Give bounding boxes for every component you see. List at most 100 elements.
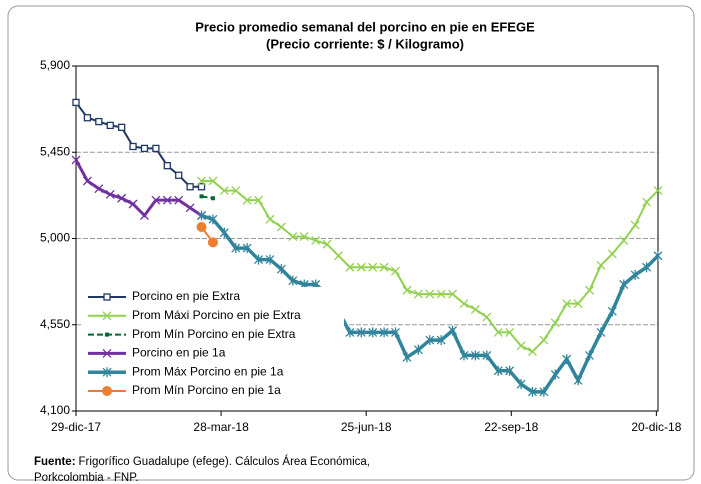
marker xyxy=(356,327,366,338)
series xyxy=(197,210,663,397)
marker xyxy=(231,186,241,196)
marker xyxy=(345,327,355,338)
marker xyxy=(516,341,526,351)
marker xyxy=(199,194,204,199)
marker xyxy=(482,312,492,322)
marker xyxy=(254,195,264,205)
marker xyxy=(630,220,640,230)
marker xyxy=(356,262,366,272)
x-tick-label: 22-sep-18 xyxy=(484,420,538,434)
marker xyxy=(265,214,275,224)
marker xyxy=(208,214,218,225)
marker xyxy=(102,367,112,378)
legend-item: Prom Mín Porcino en pie Extra xyxy=(88,327,296,341)
legend-item: Prom Mín Porcino en pie 1a xyxy=(88,383,281,397)
marker xyxy=(505,327,515,337)
marker xyxy=(311,235,321,245)
legend-label: Prom Mín Porcino en pie 1a xyxy=(132,383,281,397)
marker xyxy=(379,262,389,272)
marker xyxy=(493,365,503,376)
marker xyxy=(596,327,606,338)
x-tick-label: 20-dic-18 xyxy=(631,420,681,434)
series xyxy=(72,98,206,191)
marker xyxy=(82,176,92,186)
marker xyxy=(94,184,104,194)
marker xyxy=(103,293,111,301)
marker xyxy=(219,227,229,238)
marker xyxy=(630,269,640,280)
marker xyxy=(185,203,195,213)
marker xyxy=(402,352,412,363)
marker xyxy=(72,98,80,107)
y-tick-label: 4,100 xyxy=(40,403,70,417)
marker xyxy=(117,193,127,203)
marker xyxy=(102,311,112,321)
marker xyxy=(459,299,469,309)
marker xyxy=(436,335,446,346)
marker xyxy=(379,327,389,338)
marker xyxy=(642,262,652,273)
marker xyxy=(129,142,137,151)
legend-item: Porcino en pie Extra xyxy=(88,289,240,303)
marker xyxy=(425,335,435,346)
marker xyxy=(288,232,298,242)
series xyxy=(199,194,215,201)
marker xyxy=(345,262,355,272)
marker xyxy=(102,386,112,396)
marker xyxy=(207,237,218,248)
marker xyxy=(334,251,343,261)
chart-subtitle: (Precio corriente: $ / Kilogramo) xyxy=(266,36,464,51)
marker xyxy=(83,114,92,122)
source-line-2: Porkcolombia - FNP. xyxy=(34,472,139,484)
marker xyxy=(105,332,109,337)
series xyxy=(196,222,218,248)
source-text: Frigorífico Guadalupe (efege). Cálculos … xyxy=(79,455,370,468)
chart-frame xyxy=(7,5,695,481)
plot-area xyxy=(75,65,659,412)
marker xyxy=(197,183,206,191)
marker xyxy=(550,369,560,380)
marker xyxy=(585,285,594,295)
marker xyxy=(448,325,458,336)
marker xyxy=(174,195,184,205)
x-tick-label: 25-jun-18 xyxy=(341,420,392,434)
x-tick-label: 29-dic-17 xyxy=(51,420,101,434)
marker xyxy=(516,379,526,390)
marker xyxy=(162,195,172,205)
marker xyxy=(254,254,264,265)
marker xyxy=(106,121,114,130)
marker xyxy=(539,386,549,397)
y-tick-label: 5,450 xyxy=(40,144,70,158)
marker xyxy=(242,243,252,254)
marker xyxy=(208,176,218,186)
marker xyxy=(528,347,537,357)
marker xyxy=(102,348,112,358)
marker xyxy=(151,195,161,205)
marker xyxy=(528,386,537,397)
marker xyxy=(231,243,241,254)
marker xyxy=(186,183,194,191)
marker xyxy=(95,117,103,126)
marker xyxy=(413,289,423,299)
marker xyxy=(71,155,81,165)
x-tick-label: 28-mar-18 xyxy=(193,420,249,434)
marker xyxy=(562,299,572,309)
marker xyxy=(550,318,560,328)
marker xyxy=(470,350,480,361)
marker xyxy=(425,289,435,299)
marker xyxy=(152,144,160,153)
marker xyxy=(505,365,515,376)
series xyxy=(197,176,663,357)
marker xyxy=(276,264,286,275)
marker xyxy=(619,279,629,290)
legend-background xyxy=(82,287,344,402)
marker xyxy=(140,211,149,220)
marker xyxy=(197,176,206,186)
marker xyxy=(196,222,207,232)
marker xyxy=(642,197,652,207)
marker xyxy=(619,235,629,245)
legend-item: Prom Máxi Porcino en pie Extra xyxy=(88,308,301,322)
legend-item: Porcino en pie 1a xyxy=(88,346,226,360)
marker xyxy=(573,375,583,386)
